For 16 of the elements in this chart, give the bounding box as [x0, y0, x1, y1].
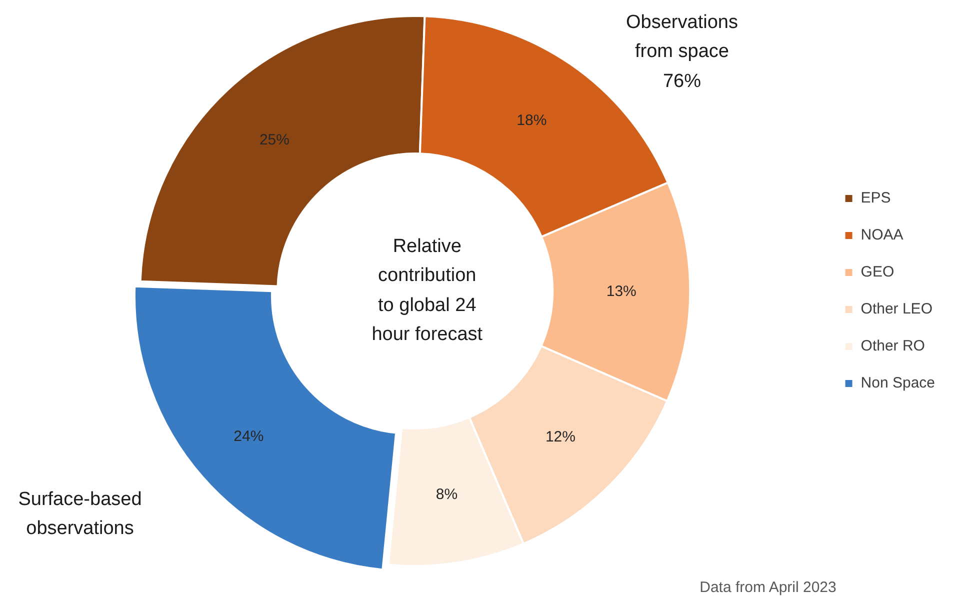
legend-label: GEO: [860, 264, 894, 281]
data-label: 18%: [516, 112, 547, 129]
text: Observations from space 76%: [625, 11, 739, 94]
data-label: 25%: [259, 131, 290, 148]
text: Relative contribution to global 24 hour forecast: [370, 235, 484, 348]
legend-label: Non Space: [860, 374, 935, 392]
data-label: 24%: [234, 428, 264, 445]
legend-label: NOAA: [860, 226, 904, 244]
text: Data from April 2023: [698, 579, 838, 597]
legend-label: Other RO: [860, 338, 925, 355]
legend-label: EPS: [860, 190, 891, 207]
data-label: 8%: [436, 486, 458, 503]
data-label: 13%: [606, 282, 636, 300]
text: Surface-based observations: [17, 488, 143, 542]
legend-label: Other LEO: [860, 300, 932, 318]
data-label: 12%: [545, 428, 576, 446]
